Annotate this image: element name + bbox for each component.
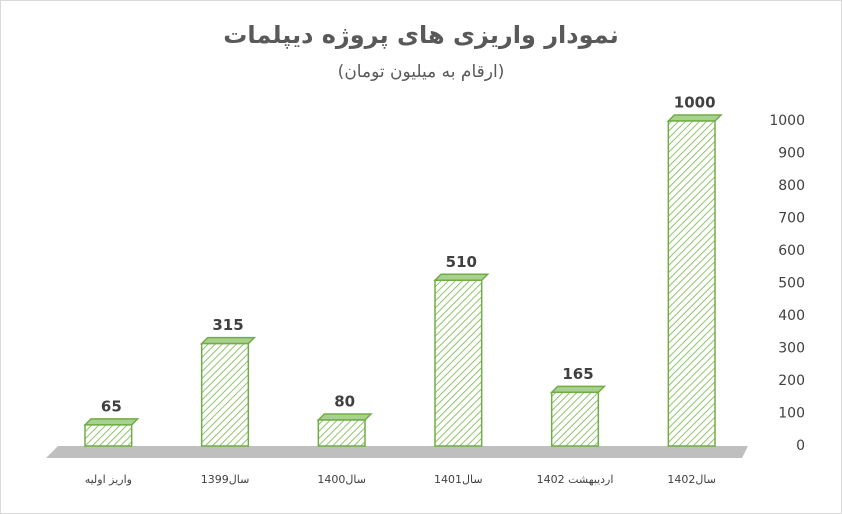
value-label: 1000 [674, 94, 716, 112]
x-tick-label: سال1402 [667, 473, 716, 486]
y-tick-label: 400 [778, 308, 805, 324]
y-tick-label: 300 [778, 341, 805, 357]
value-label: 80 [334, 393, 355, 411]
x-tick-label: اردیبهشت 1402 [537, 473, 614, 486]
value-label: 510 [446, 253, 477, 271]
y-tick-label: 0 [796, 438, 805, 454]
value-label: 65 [101, 397, 122, 415]
bar-top [83, 418, 140, 426]
y-tick-label: 1000 [769, 113, 805, 129]
value-label: 165 [562, 365, 593, 383]
y-tick-label: 200 [778, 373, 805, 389]
y-tick-label: 800 [778, 178, 805, 194]
y-tick-label: 600 [778, 243, 805, 259]
bar-top [433, 273, 490, 281]
value-label: 315 [212, 316, 243, 334]
floor [46, 446, 748, 458]
bar-top [199, 336, 257, 345]
y-tick-label: 500 [778, 276, 805, 292]
chart-title: نمودار واریزی های پروژه دیپلمات [223, 21, 618, 49]
bar-top [549, 385, 607, 394]
x-tick-label: سال1399 [201, 473, 250, 486]
bar [84, 424, 133, 447]
x-tick-label: سال1401 [434, 473, 483, 486]
bar-top [316, 413, 373, 421]
bar [200, 342, 250, 447]
chart-subtitle: (ارقام به میلیون تومان) [338, 62, 505, 82]
bar [667, 120, 716, 447]
y-tick-label: 700 [778, 211, 805, 227]
y-tick-label: 900 [778, 146, 805, 162]
x-tick-label: واریز اولیه [85, 473, 132, 486]
x-tick-label: سال1400 [317, 473, 366, 486]
bar [550, 391, 600, 447]
bar [434, 279, 483, 447]
bar-top [666, 114, 723, 122]
bar [317, 419, 366, 447]
y-tick-label: 100 [778, 406, 805, 422]
